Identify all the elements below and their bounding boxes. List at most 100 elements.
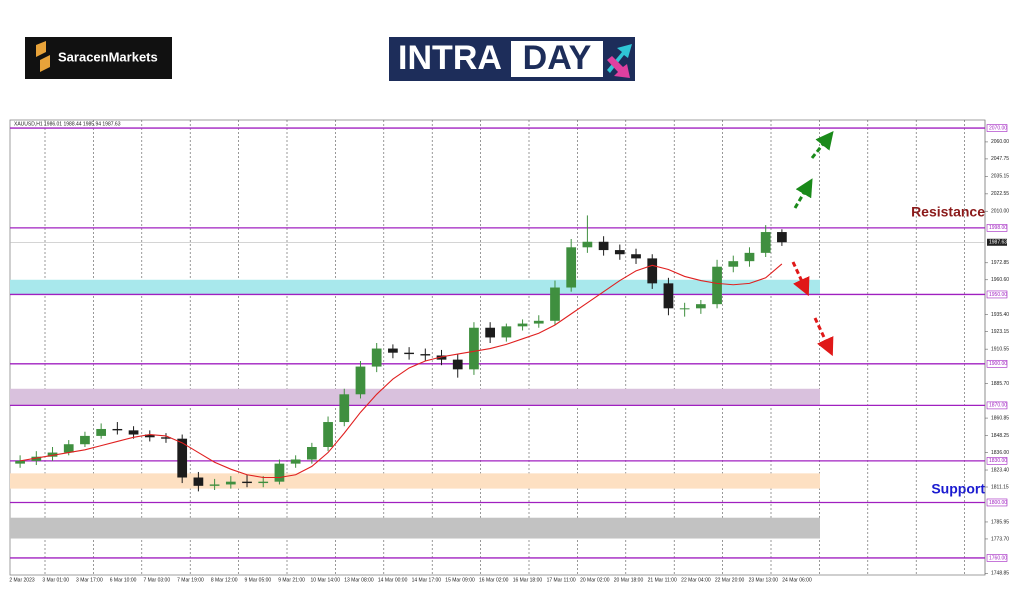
x-tick-label: 13 Mar 08:00 <box>344 577 374 583</box>
x-tick-label: 14 Mar 17:00 <box>412 577 442 583</box>
resistance-label: Resistance <box>911 204 985 220</box>
candle-body <box>712 266 722 305</box>
x-tick-label: 9 Mar 21:00 <box>278 577 305 583</box>
level-label: 1760.00 <box>989 555 1007 561</box>
x-tick-label: 3 Mar 17:00 <box>76 577 103 583</box>
x-tick-label: 15 Mar 09:00 <box>445 577 475 583</box>
banner-highlight <box>511 41 603 77</box>
current-price-tag <box>987 238 1007 246</box>
level-label: 2070.00 <box>989 125 1007 131</box>
candle-body <box>225 481 236 485</box>
candle-body <box>371 348 382 367</box>
x-tick-label: 22 Mar 04:00 <box>681 577 711 583</box>
level-tag <box>986 498 1008 507</box>
y-tick-label: 1836.00 <box>991 450 1009 456</box>
candle-body <box>274 463 285 482</box>
y-tick-label: 1823.40 <box>991 467 1009 473</box>
candle-body <box>420 354 431 356</box>
candle-body <box>355 366 366 395</box>
x-tick-label: 7 Mar 19:00 <box>177 577 204 583</box>
level-tag <box>986 290 1008 299</box>
candle-body <box>144 434 155 438</box>
x-tick-label: 9 Mar 05:00 <box>245 577 272 583</box>
y-tick-label: 1848.25 <box>991 433 1009 439</box>
x-tick-label: 24 Mar 06:00 <box>782 577 812 583</box>
candle-body <box>598 241 609 251</box>
y-tick-label: 1811.15 <box>991 484 1009 490</box>
symbol-info: XAUUSD,H1 1986.01 1988.44 1985.94 1987.6… <box>14 121 121 127</box>
candle-body <box>533 320 544 324</box>
candle-body <box>647 258 658 284</box>
brand-name: SaracenMarkets <box>58 49 158 64</box>
candle-body <box>177 438 188 478</box>
candle-body <box>485 327 496 338</box>
candle-body <box>517 323 528 327</box>
candle-body <box>47 452 58 457</box>
candle-body <box>15 460 25 464</box>
zone <box>10 388 820 406</box>
banner-arrow-down <box>607 56 630 78</box>
x-tick-label: 17 Mar 11:00 <box>547 577 576 583</box>
candle-body <box>550 287 560 321</box>
projection-arrow <box>813 317 834 357</box>
x-tick-label: 21 Mar 11:00 <box>648 577 677 583</box>
candle-body <box>679 308 690 310</box>
x-tick-label: 16 Mar 18:00 <box>513 577 543 583</box>
y-tick-label: 1923.15 <box>991 329 1009 335</box>
y-tick-label: 1885.70 <box>991 381 1009 387</box>
candle-body <box>777 232 787 243</box>
candle-body <box>582 241 593 248</box>
y-tick-label: 1960.60 <box>991 277 1009 283</box>
candle-body <box>323 422 333 448</box>
y-tick-label: 2022.55 <box>991 191 1009 197</box>
level-label: 1998.00 <box>989 225 1007 231</box>
projection-arrow <box>791 261 810 297</box>
candle-body <box>388 348 398 353</box>
level-tag <box>986 401 1008 410</box>
y-tick-label: 1785.95 <box>991 519 1009 525</box>
x-tick-label: 23 Mar 13:00 <box>749 577 779 583</box>
y-tick-label: 2060.00 <box>991 139 1009 145</box>
candle-body <box>128 430 139 435</box>
y-tick-label: 1860.85 <box>991 415 1009 421</box>
candle-body <box>501 326 512 338</box>
candle-body <box>31 456 42 461</box>
level-tag <box>986 457 1008 465</box>
zone <box>10 517 820 539</box>
candle-body <box>760 232 771 253</box>
x-tick-label: 3 Mar 01:00 <box>42 577 69 583</box>
level-label: 1800.00 <box>989 500 1007 506</box>
plot-layer: 2060.00 2047.75 2035.15 2022.55 2010.00 1972.… <box>9 120 1009 583</box>
candle-body <box>80 435 90 445</box>
current-price-label: 1987.63 <box>989 240 1007 246</box>
banner-left: INTRA <box>398 39 502 77</box>
y-tick-label: 1972.85 <box>991 260 1009 266</box>
candle-body <box>728 261 739 267</box>
x-tick-label: 7 Mar 03:00 <box>143 577 170 583</box>
candle-body <box>436 355 447 360</box>
level-label: 1950.00 <box>989 292 1007 298</box>
plot-frame <box>9 119 986 576</box>
candle-body <box>242 481 252 484</box>
x-tick-label: 6 Mar 10:00 <box>110 577 137 583</box>
x-tick-label: 20 Mar 18:00 <box>614 577 644 583</box>
candle-body <box>290 459 301 464</box>
zone <box>10 279 820 295</box>
level-tag <box>986 554 1008 562</box>
candle-body <box>96 428 107 436</box>
candle-body <box>404 352 414 355</box>
candle-body <box>663 283 674 309</box>
level-label: 1900.00 <box>989 361 1007 367</box>
candle-body <box>631 254 641 259</box>
level-tag <box>986 359 1008 368</box>
candle-body <box>452 359 463 370</box>
candle-body <box>744 252 755 262</box>
y-tick-label: 2047.75 <box>991 156 1009 162</box>
y-tick-label: 1748.85 <box>991 571 1009 577</box>
candle-body <box>306 447 317 460</box>
candle-body <box>258 481 269 484</box>
candle-body <box>695 304 706 309</box>
y-tick-label: 1935.40 <box>991 312 1009 318</box>
